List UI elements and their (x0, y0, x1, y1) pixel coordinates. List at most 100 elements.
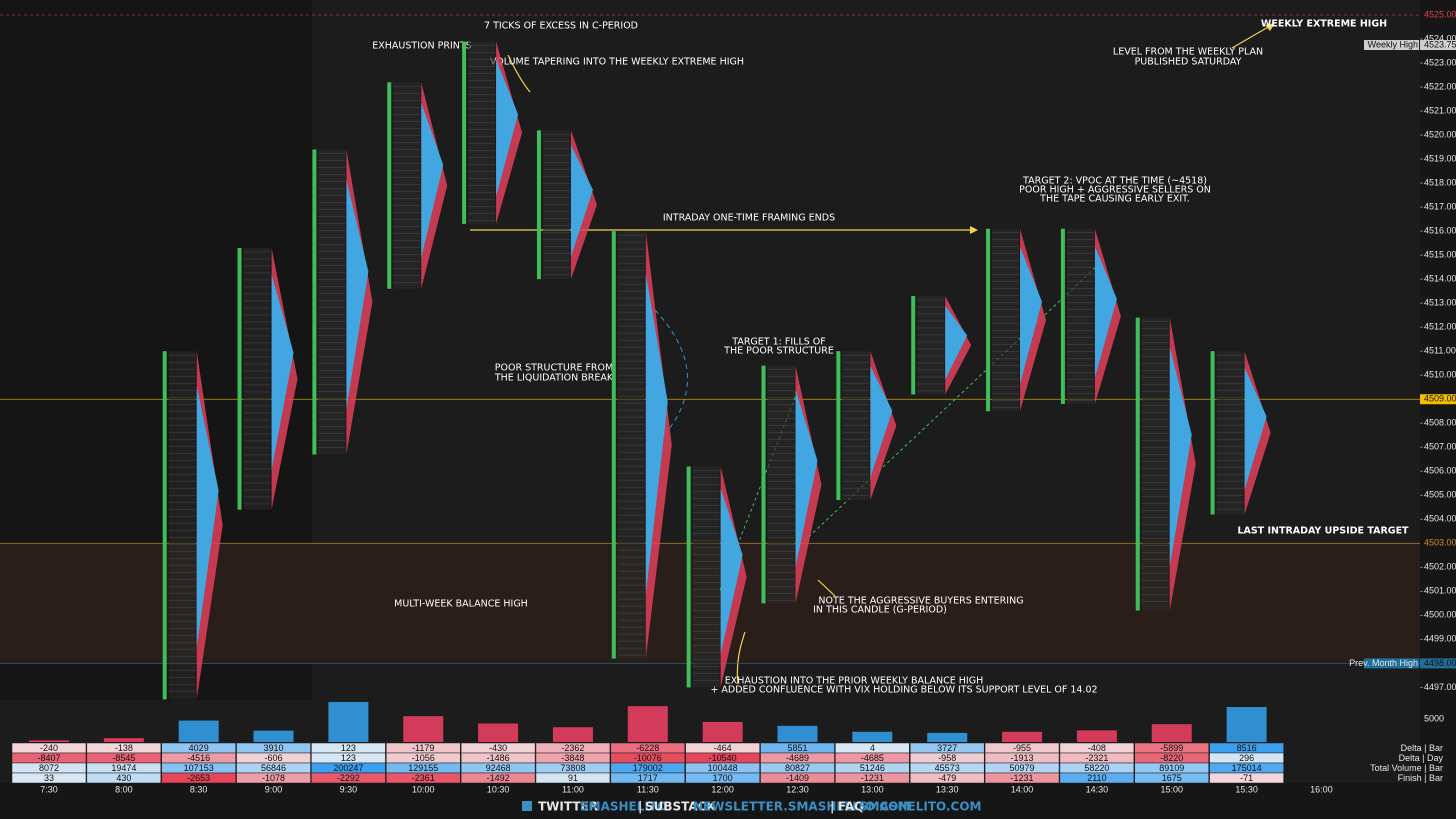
table-cell-fill (835, 772, 910, 784)
table-value: -1231 (861, 773, 884, 783)
x-tick-label: 8:00 (115, 784, 133, 794)
table-value: 3727 (937, 743, 957, 753)
footer-icon (522, 801, 532, 811)
table-cell-fill (1134, 772, 1209, 784)
table-row-label: Delta | Day (1399, 753, 1444, 763)
x-tick-label: 14:00 (1011, 784, 1034, 794)
table-row-label: Finish | Bar (1398, 773, 1443, 783)
level-label: 4525.00 (1424, 9, 1456, 19)
profile-buy (720, 488, 743, 655)
candle (686, 466, 747, 688)
table-value: -10076 (634, 753, 662, 763)
table-value: -4685 (861, 753, 884, 763)
table-cell-fill (311, 772, 386, 784)
table-value: 19474 (111, 763, 136, 773)
y-tick-label: 4519.00 (1424, 153, 1456, 163)
table-value: 4029 (189, 743, 209, 753)
table-cell (311, 743, 386, 753)
table-value: 58220 (1084, 763, 1109, 773)
candle (761, 365, 822, 604)
y-tick-label: 4522.00 (1424, 81, 1456, 91)
table-value: -958 (938, 753, 956, 763)
candle (1135, 317, 1196, 611)
y-tick-label: 4524.00 (1424, 33, 1456, 43)
framing-arrow (970, 226, 978, 234)
y-tick-label: 4497.00 (1424, 682, 1456, 692)
table-value: 296 (1239, 753, 1254, 763)
footer-sep: | (638, 800, 642, 814)
table-value: -2653 (187, 773, 210, 783)
x-tick-label: 8:30 (190, 784, 208, 794)
table-cell (760, 763, 835, 773)
table-value: 1717 (638, 773, 658, 783)
y-tick-label: 4504.00 (1424, 514, 1456, 524)
candle-range (1060, 228, 1065, 405)
candle-range (686, 466, 691, 688)
exhaustion-curve (736, 631, 746, 685)
table-cell (86, 763, 161, 773)
candle-range (312, 149, 317, 455)
table-cell (86, 743, 161, 753)
table-cell (1209, 753, 1284, 763)
y-tick-label: 4513.00 (1424, 298, 1456, 308)
level-label: 4509.00 (1424, 394, 1456, 404)
table-cell (910, 753, 985, 763)
y-tick-label: 4502.00 (1424, 562, 1456, 572)
candle (536, 130, 597, 280)
table-value: 92468 (486, 763, 511, 773)
table-cell (985, 753, 1060, 763)
footer-link[interactable]: NEWSLETTER.SMASHELITO.COM (693, 800, 910, 814)
table-cell (236, 773, 311, 783)
x-tick-label: 11:00 (562, 784, 584, 794)
y-tick-label: 4514.00 (1424, 274, 1456, 284)
table-value: -464 (714, 743, 732, 753)
x-tick-label: 15:30 (1235, 784, 1258, 794)
table-value: -1179 (412, 743, 434, 753)
level-label: 4523.75 (1424, 39, 1456, 49)
table-row-label: Total Volume | Bar (1370, 763, 1443, 773)
annotation: TARGET 2: VPOC AT THE TIME (~4518) (1022, 176, 1207, 187)
table-value: -1492 (487, 773, 510, 783)
y-tick-label: 4516.00 (1424, 226, 1456, 236)
profile-buy (945, 305, 968, 380)
profile-buy (346, 179, 369, 409)
aggr-arrow (817, 579, 836, 597)
footer-link[interactable]: SMASHELITO.COM (859, 800, 982, 814)
table-cell (685, 743, 760, 753)
volume-bar (253, 730, 294, 742)
table-value: -606 (265, 753, 283, 763)
footer-link[interactable]: SMASHELITO (580, 800, 667, 814)
candle (836, 351, 897, 501)
table-cell (535, 773, 610, 783)
y-tick-label: 4508.00 (1424, 418, 1456, 428)
candle-range (986, 228, 991, 412)
y-tick-label: 4521.00 (1424, 105, 1456, 115)
candle-cells (1066, 228, 1094, 405)
table-value: 100448 (708, 763, 738, 773)
table-value: -71 (1240, 773, 1253, 783)
footer-text: SUBSTACK (645, 800, 717, 814)
profile-buy (1094, 246, 1117, 378)
table-cell-fill (1059, 772, 1135, 784)
price-axis-bg (1420, 0, 1456, 819)
profile-buy (271, 274, 294, 471)
table-value: 8516 (1237, 743, 1257, 753)
x-tick-label: 11:30 (637, 784, 659, 794)
table-value: -6228 (636, 743, 659, 753)
table-value: -1231 (1011, 773, 1034, 783)
y-tick-label: 4511.00 (1424, 346, 1456, 356)
table-cell (386, 743, 461, 753)
table-value: -955 (1013, 743, 1031, 753)
x-tick-label: 12:30 (786, 784, 809, 794)
table-value: -8220 (1160, 753, 1183, 763)
table-cell (985, 763, 1060, 773)
table-value: 89109 (1159, 763, 1184, 773)
table-cell (236, 763, 311, 773)
annotation: VOLUME TAPERING INTO THE WEEKLY EXTREME … (490, 57, 744, 68)
candle-cells (468, 41, 496, 224)
candle-range (1210, 351, 1215, 515)
y-tick-label: 4520.00 (1424, 129, 1456, 139)
level-badge (1420, 40, 1456, 51)
volume-bar (328, 701, 369, 742)
